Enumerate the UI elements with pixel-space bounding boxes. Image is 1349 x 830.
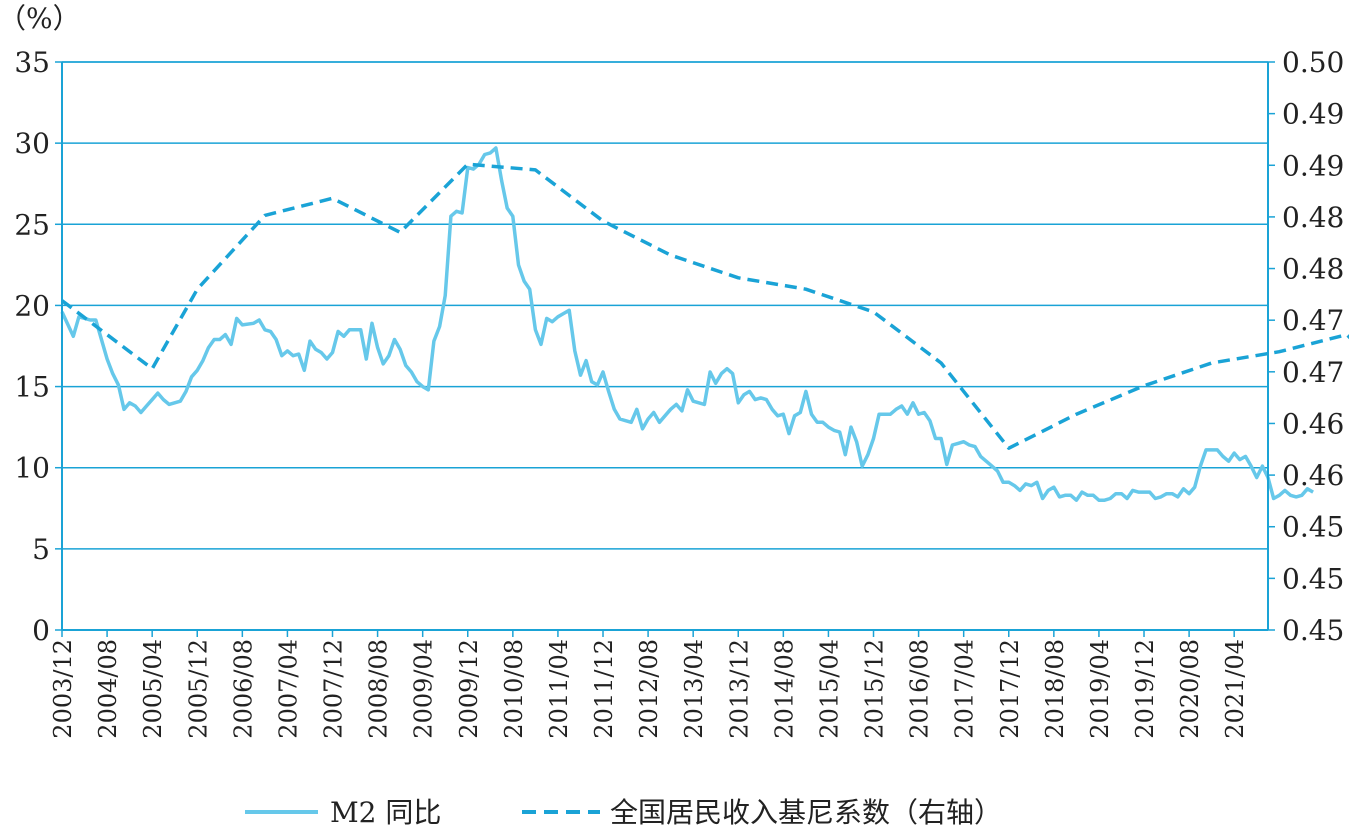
m2-series-line [60,146,1314,502]
right-tick-label: 0.48 [1282,253,1344,286]
left-tick-label: 5 [32,533,50,566]
right-tick-label: 0.46 [1282,407,1344,440]
right-tick-label: 0.47 [1282,356,1344,389]
left-tick-label: 15 [14,371,50,404]
left-tick-label: 10 [14,452,50,485]
right-tick-label: 0.50 [1282,46,1344,79]
legend-gini-label: 全国居民收入基尼系数（右轴） [610,796,1002,829]
x-tick-label: 2017/04 [951,639,979,739]
left-tick-label: 20 [14,289,50,322]
x-tick-label: 2005/04 [139,639,167,739]
right-tick-label: 0.45 [1282,562,1344,595]
right-tick-label: 0.48 [1282,201,1344,234]
x-tick-label: 2007/04 [274,639,302,739]
axes [61,61,1269,631]
right-tick-label: 0.49 [1282,98,1344,131]
gini-series-line [60,162,1349,450]
x-tick-label: 2013/04 [680,639,708,739]
right-tick-label: 0.49 [1282,149,1344,182]
x-tick-label: 2009/04 [410,639,438,739]
x-tick-label: 2007/12 [320,639,348,739]
right-tick-label: 0.46 [1282,459,1344,492]
series-layer [60,146,1349,502]
left-tick-label: 30 [14,127,50,160]
x-tick-label: 2006/08 [229,639,257,739]
x-tick-label: 2015/04 [815,639,843,739]
x-tick-label: 2014/08 [770,639,798,739]
left-axis-ticks: 0 5 10 15 20 25 30 35 [14,46,62,647]
x-tick-label: 2005/12 [184,639,212,739]
x-tick-label: 2015/12 [861,639,889,739]
x-tick-label: 2021/04 [1221,639,1249,739]
right-axis-ticks: 0.45 0.45 0.45 0.46 0.46 0.47 0.47 0.48 0.48 0.49… [1268,46,1344,647]
y-unit-label: （%） [0,2,81,35]
x-tick-label: 2009/12 [455,639,483,739]
x-tick-label: 2008/08 [365,639,393,739]
x-tick-label: 2016/08 [906,639,934,739]
legend: M2 同比 全国居民收入基尼系数（右轴） [245,796,1002,829]
x-tick-label: 2010/08 [500,639,528,739]
right-tick-label: 0.45 [1282,614,1344,647]
x-tick-label: 2019/04 [1086,639,1114,739]
right-tick-label: 0.47 [1282,304,1344,337]
x-tick-label: 2011/04 [545,639,573,739]
x-tick-label: 2020/08 [1176,639,1204,739]
grid-lines [62,61,1268,550]
x-tick-label: 2017/12 [996,639,1024,739]
x-tick-label: 2018/08 [1041,639,1069,739]
left-tick-label: 35 [14,46,50,79]
x-axis-ticks: 2003/12 2004/08 2005/04 2005/12 2006/08 2007/… [49,630,1249,739]
x-tick-label: 2011/12 [590,639,618,739]
legend-m2-label: M2 同比 [330,796,441,829]
x-tick-label: 2019/12 [1131,639,1159,739]
x-tick-label: 2004/08 [94,639,122,739]
right-tick-label: 0.45 [1282,511,1344,544]
left-tick-label: 0 [32,614,50,647]
left-tick-label: 25 [14,208,50,241]
x-tick-label: 2003/12 [49,639,77,739]
x-tick-label: 2012/08 [635,639,663,739]
x-tick-label: 2013/12 [725,639,753,739]
